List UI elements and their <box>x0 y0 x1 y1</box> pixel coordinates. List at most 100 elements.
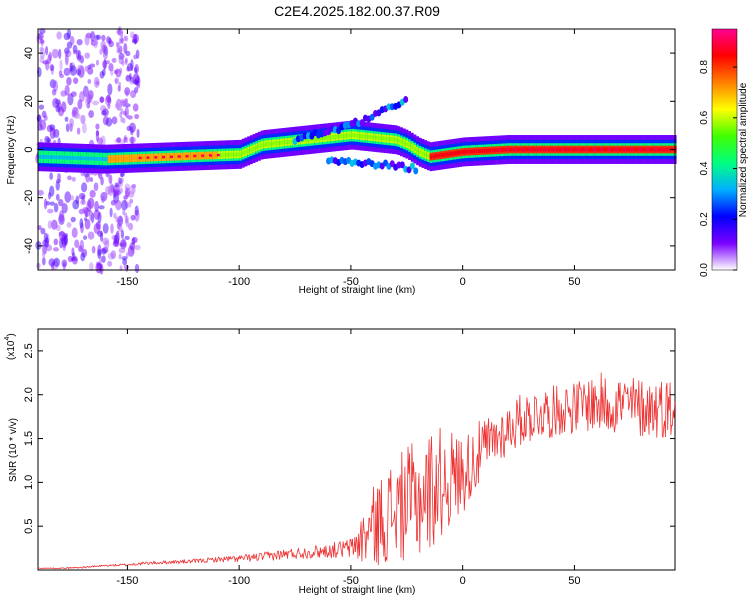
spectrogram-cell <box>271 141 275 146</box>
spectrogram-cell <box>39 46 44 52</box>
spectrogram-cell <box>58 48 62 60</box>
spectrogram-cell <box>303 138 307 143</box>
spectrogram-cell <box>43 115 48 121</box>
spectrogram-cells <box>35 26 677 275</box>
spectrogram-cell <box>607 148 611 151</box>
spectrogram-cell <box>146 156 150 159</box>
spectrogram-y-tick-label: 40 <box>23 47 35 59</box>
spectrogram-cell <box>571 147 575 152</box>
spectrogram-cell <box>127 115 133 120</box>
spectrogram-cell <box>81 182 88 193</box>
spectrogram-cell <box>59 155 63 160</box>
spectrogram-cell <box>102 60 108 69</box>
spectrogram-cell <box>64 155 68 160</box>
spectrogram-cell <box>343 133 347 138</box>
spectrogram-cell <box>201 154 205 157</box>
spectrogram-cell <box>79 208 84 215</box>
spectrogram-cell <box>99 263 104 275</box>
spectrogram-cell <box>464 149 468 154</box>
spectrogram-cell <box>124 134 128 141</box>
spectrogram-cell <box>64 53 69 66</box>
spectrogram-cell <box>55 193 60 201</box>
spectrogram-cell <box>61 237 67 248</box>
spectrogram-cell <box>69 62 73 72</box>
spectrogram-cell <box>111 235 116 240</box>
spectrogram-cell <box>359 119 365 127</box>
spectrogram-cell <box>574 147 578 152</box>
spectrogram-cell <box>244 150 248 154</box>
snr-y-tick-label: 2.5 <box>23 343 35 358</box>
spectrogram-cell <box>121 199 128 211</box>
spectrogram-cell <box>311 137 315 142</box>
spectrogram-cell <box>84 218 91 230</box>
spectrogram-cell <box>72 199 80 210</box>
spectrogram-cell <box>410 145 414 150</box>
spectrogram-cell <box>80 199 87 206</box>
spectrogram-cell <box>54 155 57 160</box>
spectrogram-x-tick-label: -150 <box>116 276 138 288</box>
spectrogram-cell <box>87 231 95 240</box>
spectrogram-cell <box>125 75 132 82</box>
spectrogram-cell <box>335 134 339 139</box>
spectrogram-cell <box>56 155 60 160</box>
spectrogram-cell <box>118 55 124 65</box>
spectrogram-cell <box>39 28 46 35</box>
spectrogram-cell <box>78 156 82 161</box>
spectrogram-cell <box>37 189 44 196</box>
spectrogram-cell <box>120 37 124 44</box>
snr-y-tick-label: 0.5 <box>23 519 35 534</box>
spectrogram-x-tick-label: -100 <box>228 276 250 288</box>
spectrogram-cell <box>75 156 79 161</box>
spectrogram-cell <box>118 247 126 254</box>
spectrogram-cell <box>451 151 454 156</box>
spectrogram-cell <box>38 104 45 110</box>
spectrogram-cell <box>50 219 58 230</box>
spectrogram-cell <box>100 40 107 51</box>
spectrogram-cell <box>216 153 220 157</box>
spectrogram-cell <box>274 141 277 146</box>
spectrogram-cell <box>370 135 374 140</box>
spectrogram-cell <box>375 135 379 140</box>
spectrogram-cell <box>37 32 44 40</box>
spectrogram-cell <box>381 136 385 141</box>
spectrogram-cell <box>125 35 129 42</box>
spectrogram-cell <box>119 187 123 194</box>
spectrogram-cell <box>114 69 118 75</box>
spectrogram-cell <box>579 147 583 152</box>
spectrogram-cell <box>123 195 129 200</box>
spectrogram-cell <box>566 147 570 152</box>
spectrogram-cell <box>257 144 261 149</box>
spectrogram-cell <box>77 64 84 71</box>
spectrogram-cell <box>71 227 78 239</box>
colorbar-tick-label: 0.6 <box>699 110 710 124</box>
snr-x-label: Height of straight line (km) <box>299 585 416 596</box>
spectrogram-cell <box>477 149 481 154</box>
spectrogram-cell <box>99 96 105 103</box>
spectrogram-cell <box>49 124 56 131</box>
spectrogram-cell <box>72 44 78 53</box>
spectrogram-cell <box>42 60 49 65</box>
spectrogram-cell <box>70 91 77 98</box>
spectrogram-cell <box>52 80 59 92</box>
spectrogram-cell <box>125 137 129 144</box>
spectrogram-cell <box>124 189 128 196</box>
spectrogram-cell <box>268 141 272 146</box>
spectrogram-cell <box>117 47 121 54</box>
spectrogram-cell <box>58 210 65 222</box>
spectrogram-cell <box>333 135 336 139</box>
spectrogram-cell <box>483 148 487 153</box>
spectrogram-cell <box>231 152 235 157</box>
spectrogram-cell <box>117 181 121 188</box>
spectrogram-cell <box>122 100 126 107</box>
spectrogram-cell <box>154 156 158 159</box>
spectrogram-cell <box>70 155 74 160</box>
spectrogram-cell <box>115 216 119 223</box>
spectrogram-cell <box>76 38 83 46</box>
spectrogram-cell <box>185 155 189 158</box>
spectrogram-cell <box>40 227 46 235</box>
spectrogram-cell <box>177 155 181 158</box>
spectrogram-cell <box>80 156 84 161</box>
colorbar-tick-label: 0.8 <box>699 60 710 74</box>
spectrogram-cell <box>644 147 648 152</box>
spectrogram-cell <box>657 147 661 152</box>
